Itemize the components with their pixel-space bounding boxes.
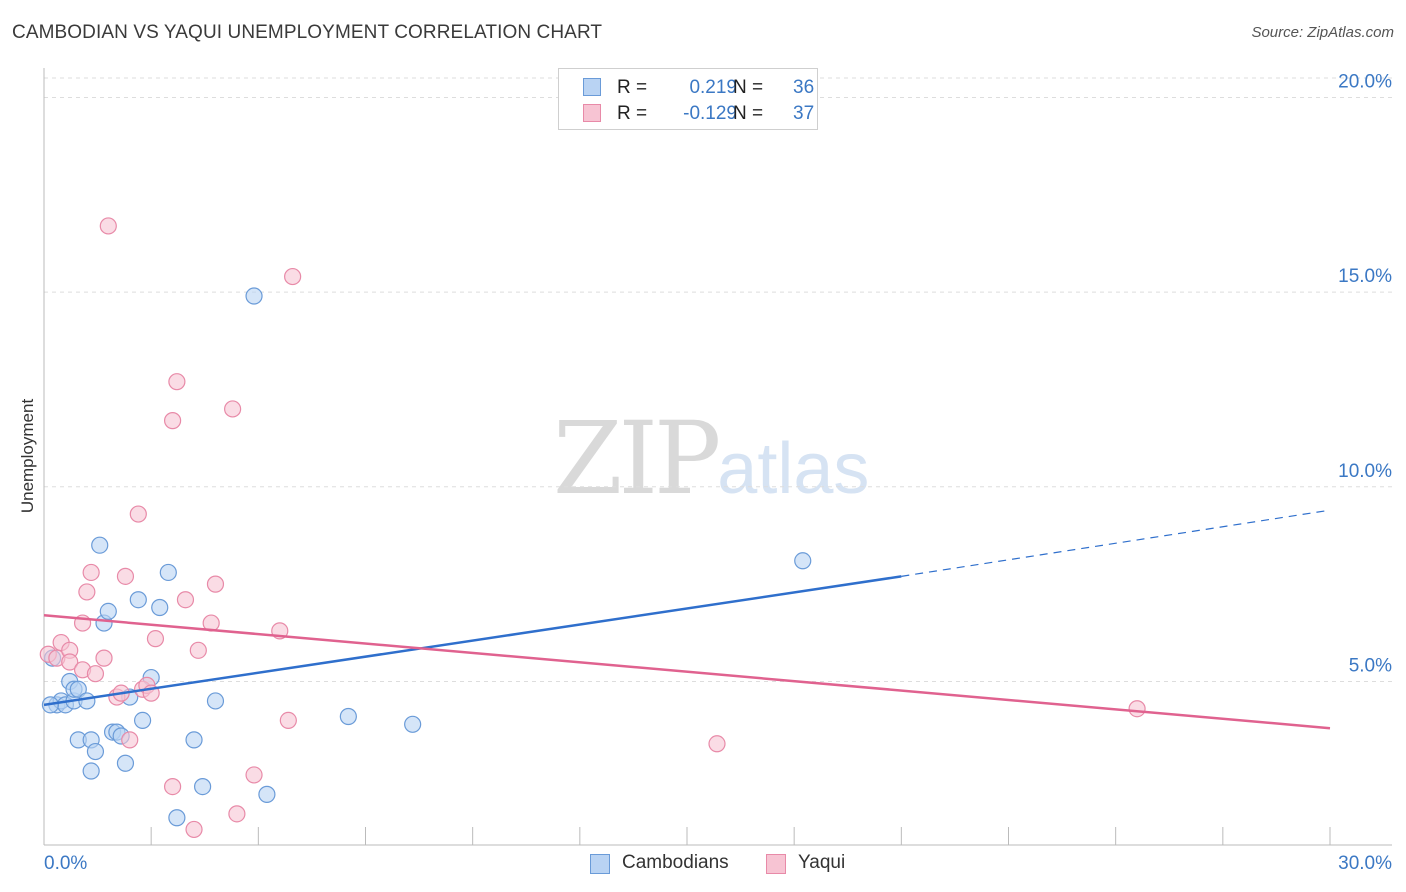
point-yaqui xyxy=(129,505,147,523)
legend-n-label: N = xyxy=(733,103,764,124)
point-yaqui xyxy=(206,575,225,593)
point-cambodians xyxy=(82,762,100,780)
legend-label-yaqui: Yaqui xyxy=(798,852,846,873)
x-tick-label: 0.0% xyxy=(44,853,87,874)
trendline-cambodians xyxy=(43,575,902,707)
trendline-yaqui xyxy=(43,614,1331,730)
legend-n-label: N = xyxy=(733,77,764,98)
legend-item-yaqui[interactable]: Yaqui xyxy=(766,852,866,876)
legend-r-value: 0.219 xyxy=(689,77,737,98)
y-tick-label: 5.0% xyxy=(1349,655,1392,676)
legend-swatch-blue xyxy=(590,854,610,874)
point-cambodians xyxy=(133,711,152,730)
point-cambodians xyxy=(159,563,177,582)
legend-r-label: R = xyxy=(617,77,648,98)
point-cambodians xyxy=(129,591,147,609)
point-yaqui xyxy=(164,412,182,430)
point-yaqui xyxy=(708,735,726,753)
y-tick-label: 15.0% xyxy=(1338,266,1392,287)
point-yaqui xyxy=(116,567,135,585)
source-note: Source: ZipAtlas.com xyxy=(1251,24,1394,41)
point-yaqui xyxy=(1128,700,1146,718)
point-cambodians xyxy=(99,602,117,620)
point-yaqui xyxy=(279,711,297,730)
point-yaqui xyxy=(95,649,113,667)
watermark-zip: ZIP xyxy=(553,400,721,517)
point-cambodians xyxy=(794,552,812,570)
point-cambodians xyxy=(78,692,96,710)
point-cambodians xyxy=(86,742,105,761)
chart-title: CAMBODIAN VS YAQUI UNEMPLOYMENT CORRELAT… xyxy=(12,22,603,43)
legend-swatch-pink xyxy=(583,104,601,122)
point-yaqui xyxy=(189,641,207,659)
legend-n-value: 37 xyxy=(793,103,815,124)
point-yaqui xyxy=(146,630,165,648)
legend-swatch-pink xyxy=(766,854,786,874)
point-cambodians xyxy=(168,809,186,827)
trendline-cambodians-extension xyxy=(901,509,1331,577)
legend-label-cambodians: Cambodians xyxy=(622,852,729,873)
point-cambodians xyxy=(245,287,263,305)
point-yaqui xyxy=(86,665,105,683)
point-cambodians xyxy=(404,715,422,733)
watermark-atlas: atlas xyxy=(717,429,870,509)
point-yaqui xyxy=(176,591,195,609)
legend-r-value: -0.129 xyxy=(683,103,737,124)
legend-swatch-blue xyxy=(583,78,601,96)
point-yaqui xyxy=(168,373,186,391)
legend-item-cambodians[interactable]: Cambodians xyxy=(590,852,750,876)
point-yaqui xyxy=(224,400,242,418)
point-cambodians xyxy=(194,777,212,796)
x-tick-label: 30.0% xyxy=(1338,853,1392,874)
y-tick-label: 10.0% xyxy=(1338,461,1392,482)
point-cambodians xyxy=(69,680,87,698)
y-tick-label: 20.0% xyxy=(1338,71,1392,92)
point-yaqui xyxy=(185,820,203,839)
point-yaqui xyxy=(61,653,79,671)
correlation-legend: R = 0.219 N = 36 R = -0.129 N = 37 xyxy=(558,68,818,130)
point-yaqui xyxy=(245,766,263,784)
point-cambodians xyxy=(91,536,109,554)
point-cambodians xyxy=(258,785,276,803)
point-cambodians xyxy=(185,731,203,749)
point-yaqui xyxy=(228,805,246,823)
legend-n-value: 36 xyxy=(793,77,815,98)
point-cambodians xyxy=(206,692,225,710)
point-yaqui xyxy=(99,217,117,235)
point-yaqui xyxy=(78,583,96,601)
point-cambodians xyxy=(339,707,357,726)
point-yaqui xyxy=(284,267,302,286)
legend-r-label: R = xyxy=(617,103,648,124)
point-yaqui xyxy=(82,563,100,582)
point-cambodians xyxy=(116,754,135,772)
point-yaqui xyxy=(164,777,182,796)
point-cambodians xyxy=(151,598,169,617)
watermark: ZIPatlas xyxy=(553,400,869,517)
point-yaqui xyxy=(121,731,139,749)
